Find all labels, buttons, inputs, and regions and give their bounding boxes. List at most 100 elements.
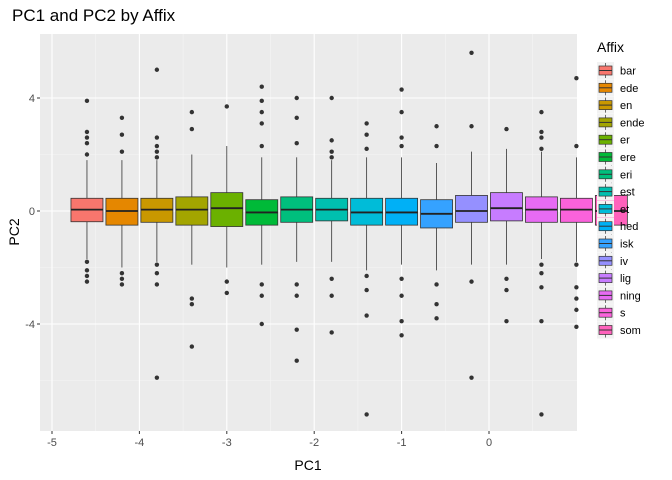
outlier-point: [504, 318, 509, 324]
legend-item-ede: ede: [597, 79, 638, 97]
legend-label: isk: [620, 239, 634, 251]
box-er: [210, 104, 244, 296]
outlier-point: [119, 270, 125, 276]
legend-item-iv: iv: [597, 252, 628, 270]
box-ning: [525, 109, 558, 417]
outlier-point: [539, 135, 544, 140]
outlier-point: [224, 104, 229, 109]
legend-item-s: s: [597, 304, 626, 322]
outlier-point: [119, 276, 125, 281]
x-axis: -5 -4 -3 -2 -1 0: [47, 431, 492, 449]
y-tick-label: -4: [25, 319, 35, 331]
outlier-point: [329, 293, 334, 298]
outlier-point: [84, 98, 90, 104]
outlier-point: [399, 143, 404, 149]
outlier-point: [434, 316, 439, 321]
outlier-point: [539, 285, 544, 290]
legend-label: lig: [620, 273, 631, 285]
outlier-point: [329, 95, 334, 101]
box-iqr: [455, 195, 488, 223]
outlier-point: [259, 109, 264, 115]
outlier-point: [154, 135, 160, 140]
outlier-point: [539, 412, 544, 417]
box-bar: [70, 98, 104, 284]
x-axis-title: PC1: [294, 457, 321, 473]
outlier-point: [189, 296, 195, 301]
box-ere: [245, 84, 279, 327]
outlier-point: [294, 358, 299, 363]
legend-label: en: [620, 100, 632, 112]
y-tick-label: 0: [29, 206, 35, 218]
y-tick-label: 4: [29, 93, 35, 105]
outlier-point: [399, 318, 404, 324]
outlier-point: [399, 333, 404, 338]
outlier-point: [154, 67, 160, 72]
outlier-point: [399, 135, 404, 140]
x-tick-label: 0: [486, 437, 492, 449]
legend-item-est: est: [597, 183, 635, 201]
outlier-point: [574, 296, 579, 301]
outlier-point: [539, 262, 544, 267]
outlier-point: [364, 146, 369, 152]
box-ende: [175, 109, 209, 349]
outlier-point: [469, 50, 474, 55]
legend-label: ende: [620, 117, 644, 129]
legend-item-ende: ende: [597, 113, 644, 131]
outlier-point: [329, 155, 334, 160]
outlier-point: [84, 129, 90, 135]
x-tick-label: -2: [309, 437, 319, 449]
outlier-point: [574, 324, 579, 330]
legend-label: ede: [620, 83, 638, 95]
box-hed: [385, 87, 419, 338]
outlier-point: [119, 132, 125, 137]
legend-label: ning: [620, 290, 641, 302]
outlier-point: [84, 259, 90, 265]
outlier-point: [294, 327, 299, 332]
legend-label: eri: [620, 169, 632, 181]
outlier-point: [329, 330, 334, 335]
outlier-point: [259, 321, 264, 327]
plot-panel: [40, 34, 577, 431]
box-est: [315, 95, 349, 335]
outlier-point: [539, 146, 544, 152]
legend-item-ning: ning: [597, 286, 641, 304]
legend-title: Affix: [597, 39, 624, 55]
legend-label: et: [620, 204, 629, 216]
legend-item-isk: isk: [597, 235, 634, 252]
outlier-point: [224, 279, 229, 284]
outlier-point: [399, 87, 404, 92]
legend-item-en: en: [597, 96, 632, 114]
y-axis-title: PC2: [6, 218, 22, 245]
x-tick-label: -5: [47, 437, 57, 449]
box-eri: [280, 95, 314, 363]
outlier-point: [294, 282, 299, 287]
outlier-point: [434, 282, 439, 287]
outlier-point: [259, 282, 264, 287]
legend-item-lig: lig: [597, 269, 631, 287]
x-tick-label: -4: [135, 437, 145, 449]
outlier-point: [154, 282, 160, 287]
outlier-point: [154, 149, 160, 154]
legend-label: hed: [620, 221, 638, 233]
outlier-point: [469, 124, 474, 129]
outlier-point: [469, 375, 474, 380]
outlier-point: [294, 115, 299, 120]
legend-item-som: som: [597, 321, 641, 339]
legend-item-er: er: [597, 131, 630, 149]
outlier-point: [574, 76, 579, 81]
outlier-point: [364, 121, 369, 126]
outlier-point: [189, 302, 195, 307]
y-axis: -4 0 4: [25, 93, 40, 331]
box-iqr: [175, 196, 209, 226]
box-ede: [105, 115, 139, 287]
legend-label: bar: [620, 66, 636, 78]
box-iv: [455, 50, 488, 380]
outlier-point: [189, 109, 195, 115]
outlier-point: [469, 279, 474, 284]
box-layer: [70, 50, 628, 417]
legend-item-bar: bar: [597, 62, 636, 79]
outlier-point: [399, 293, 404, 298]
outlier-point: [154, 270, 160, 276]
outlier-point: [189, 126, 195, 132]
box-iqr: [490, 192, 523, 222]
